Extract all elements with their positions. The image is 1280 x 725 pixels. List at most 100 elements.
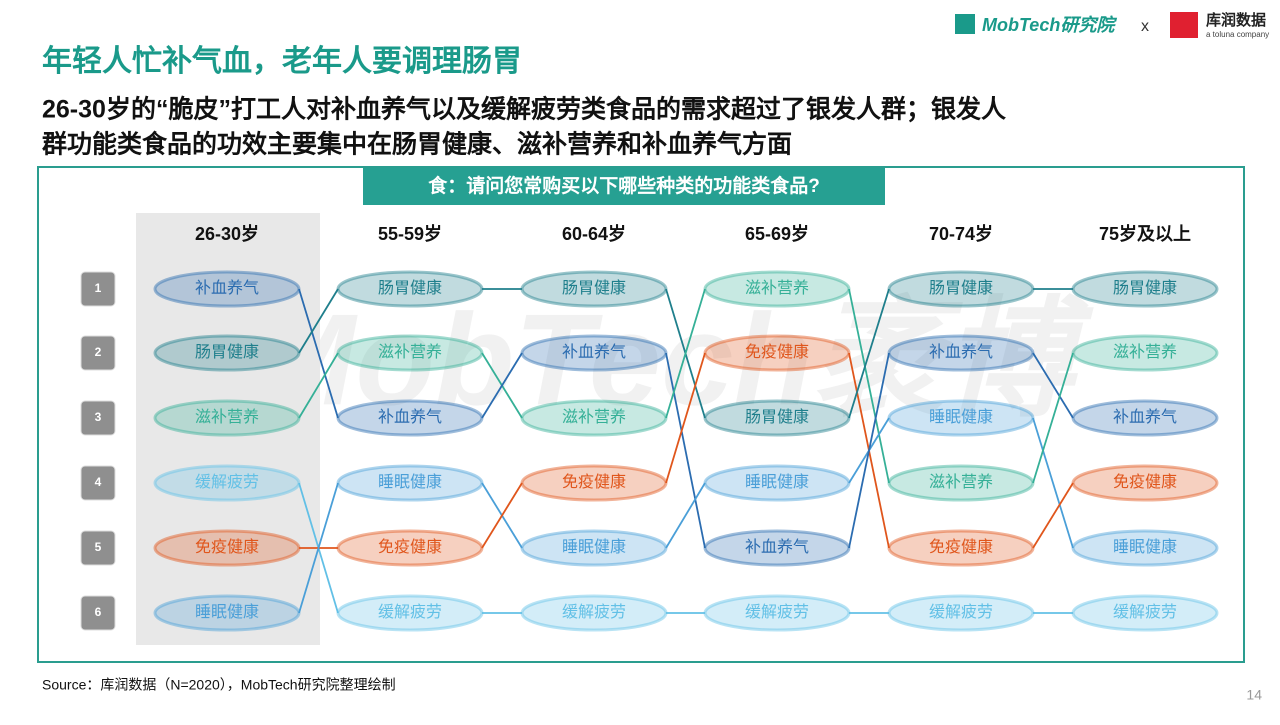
item-pill — [153, 270, 301, 308]
column-label: 55-59岁 — [378, 223, 442, 244]
item-pill — [887, 270, 1035, 308]
source: Source：库润数据（N=2020），MobTech研究院整理绘制 — [42, 677, 396, 693]
item-label: 肠胃健康 — [1113, 279, 1177, 297]
item-label: 免疫健康 — [929, 538, 993, 556]
item-label: 免疫健康 — [378, 538, 442, 556]
watermark: MobTech袤博 — [247, 286, 1094, 432]
item-label: 补血养气 — [745, 538, 809, 556]
rank-box — [80, 271, 116, 307]
item-label: 滋补营养 — [195, 408, 259, 426]
column-label: 70-74岁 — [929, 223, 993, 244]
item-label: 免疫健康 — [745, 343, 809, 361]
connector — [848, 288, 890, 484]
item-pill — [703, 270, 851, 308]
item-label: 补血养气 — [562, 343, 626, 361]
item-label: 免疫健康 — [562, 473, 626, 491]
connector — [665, 482, 706, 549]
item-label: 睡眠健康 — [378, 473, 442, 491]
connector — [481, 482, 523, 549]
connector — [848, 352, 890, 549]
item-pill — [1071, 529, 1219, 567]
item-pill — [520, 399, 668, 437]
item-pill — [887, 399, 1035, 437]
partner-sub: a toluna company — [1206, 30, 1269, 39]
item-pill — [153, 399, 301, 437]
subtitle: 群功能类食品的功效主要集中在肠胃健康、滋补营养和补血养气方面 — [42, 130, 792, 159]
item-label: 肠胃健康 — [378, 279, 442, 297]
item-pill — [1071, 334, 1219, 372]
rank-box — [80, 465, 116, 501]
item-pill — [1071, 594, 1219, 632]
item-pill — [1071, 464, 1219, 502]
item-pill — [336, 399, 484, 437]
connector — [1032, 352, 1074, 419]
rank-box — [80, 530, 116, 566]
item-label: 滋补营养 — [745, 279, 809, 297]
partner-icon — [1170, 12, 1198, 38]
rank-label: 2 — [95, 345, 102, 359]
item-label: 滋补营养 — [562, 408, 626, 426]
item-pill — [520, 270, 668, 308]
item-pill — [1071, 399, 1219, 437]
connector — [1032, 352, 1074, 484]
rank-box — [80, 400, 116, 436]
rank-label: 1 — [95, 281, 102, 295]
connector — [665, 352, 706, 484]
title: 年轻人忙补气血，老年人要调理肠胃 — [42, 45, 522, 78]
connector — [481, 352, 523, 419]
rank-label: 4 — [95, 475, 102, 489]
connector — [665, 352, 706, 549]
item-label: 缓解疲劳 — [745, 603, 809, 621]
item-pill — [153, 334, 301, 372]
item-pill — [887, 334, 1035, 372]
item-pill — [703, 334, 851, 372]
item-pill — [520, 529, 668, 567]
connector — [848, 288, 890, 419]
rank-label: 3 — [95, 410, 102, 424]
item-pill — [703, 399, 851, 437]
item-label: 补血养气 — [195, 279, 259, 297]
item-label: 肠胃健康 — [195, 343, 259, 361]
highlight-band — [136, 213, 320, 645]
separator: x — [1141, 18, 1149, 35]
item-label: 免疫健康 — [195, 538, 259, 556]
item-label: 滋补营养 — [929, 473, 993, 491]
item-label: 肠胃健康 — [562, 279, 626, 297]
item-pill — [887, 464, 1035, 502]
item-pill — [520, 594, 668, 632]
logo-icon — [955, 14, 975, 34]
item-label: 补血养气 — [1113, 408, 1177, 426]
item-label: 缓解疲劳 — [1113, 603, 1177, 621]
item-label: 滋补营养 — [1113, 343, 1177, 361]
item-label: 缓解疲劳 — [562, 603, 626, 621]
item-pill — [703, 529, 851, 567]
rank-label: 5 — [95, 540, 102, 554]
page-number: 14 — [1246, 687, 1262, 703]
item-pill — [703, 594, 851, 632]
item-label: 补血养气 — [929, 343, 993, 361]
connector — [665, 288, 706, 419]
connector — [1032, 482, 1074, 549]
item-label: 滋补营养 — [378, 343, 442, 361]
question-banner — [363, 168, 885, 205]
item-pill — [1071, 270, 1219, 308]
item-pill — [887, 529, 1035, 567]
item-label: 睡眠健康 — [562, 538, 626, 556]
item-pill — [887, 594, 1035, 632]
item-label: 睡眠健康 — [929, 408, 993, 426]
question: 食：请问您常购买以下哪些种类的功能类食品? — [428, 174, 820, 197]
item-label: 缓解疲劳 — [929, 603, 993, 621]
item-label: 缓解疲劳 — [195, 473, 259, 491]
item-pill — [520, 334, 668, 372]
item-pill — [153, 529, 301, 567]
item-label: 缓解疲劳 — [378, 603, 442, 621]
logo: MobTech研究院 — [982, 15, 1117, 35]
item-pill — [336, 464, 484, 502]
connector — [1032, 417, 1074, 549]
rank-box — [80, 335, 116, 371]
item-label: 睡眠健康 — [745, 473, 809, 491]
column-label: 65-69岁 — [745, 223, 809, 244]
item-label: 补血养气 — [378, 408, 442, 426]
item-label: 免疫健康 — [1113, 473, 1177, 491]
